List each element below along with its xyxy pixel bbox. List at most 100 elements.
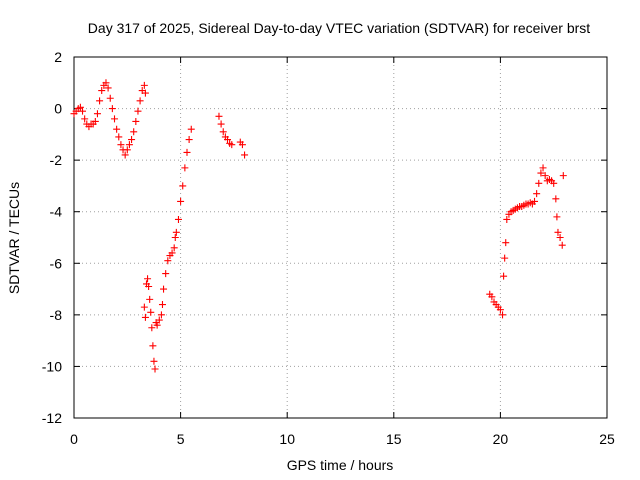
data-point [228,141,236,149]
data-point [134,107,142,115]
data-point [558,241,566,249]
y-tick-label: 0 [54,101,62,117]
y-tick-label: -10 [42,358,62,374]
data-point [503,215,511,223]
data-point [128,136,136,144]
data-point [553,213,561,221]
data-point [160,285,168,293]
data-point [140,81,148,89]
data-point [162,270,170,278]
data-point [171,234,179,241]
data-point [91,117,99,125]
data-point [559,172,567,180]
data-point [499,311,507,319]
data-point [537,169,545,177]
data-point [81,115,89,123]
data-point [148,324,156,332]
y-axis-label: SDTVAR / TECUs [6,182,22,294]
data-point [217,120,225,128]
data-point [533,190,541,198]
data-point [500,272,508,280]
data-point [153,321,161,329]
data-point [502,239,510,247]
data-point [488,293,496,301]
data-point [145,282,153,290]
data-point [79,107,87,115]
plot-frame [73,56,608,419]
data-point [541,172,549,180]
data-point [115,133,123,141]
data-point [224,136,232,144]
data-point [496,306,504,314]
data-point [550,179,558,187]
data-point [93,110,101,118]
data-point [149,342,157,350]
data-point [108,105,116,113]
data-point [141,313,149,321]
data-point [219,128,227,136]
x-tick-label: 15 [386,431,402,447]
data-point [531,197,539,205]
y-tick-label: -12 [42,410,62,426]
data-point [150,357,158,365]
data-point [177,197,185,205]
data-point [140,303,148,311]
data-point [238,141,246,149]
data-point [170,244,178,252]
data-point [136,97,144,105]
data-point [554,228,562,236]
data-point [111,115,119,123]
data-point [501,254,509,262]
data-point [552,195,560,203]
data-point [241,151,249,159]
y-tick-label: -6 [50,255,63,271]
data-point [183,148,191,156]
data-point [76,103,84,111]
data-point [106,94,114,102]
data-point [132,117,140,125]
data-point [96,97,104,105]
data-point [98,87,106,95]
data-point [185,136,193,144]
data-point [146,295,154,303]
data-point [556,234,564,241]
x-tick-label: 5 [177,431,185,447]
y-tick-label: 2 [54,49,62,65]
data-points [70,79,567,373]
y-tick-label: -2 [50,152,63,168]
chart-title: Day 317 of 2025, Sidereal Day-to-day VTE… [88,20,590,36]
grid [74,57,607,418]
data-point [539,164,547,172]
data-point [174,215,182,223]
data-point [155,316,163,324]
data-point [123,146,131,154]
data-point [181,164,189,172]
data-point [187,125,195,133]
data-point [535,179,543,187]
y-tick-label: -4 [50,204,63,220]
y-tick-label: -8 [50,307,63,323]
data-point [144,275,152,283]
data-point [164,257,172,265]
x-tick-label: 25 [599,431,615,447]
data-point [102,79,110,87]
data-point [172,228,180,236]
data-point [168,249,176,257]
data-point [147,308,155,316]
data-point [130,128,138,136]
data-point [158,301,166,309]
data-point [179,182,187,190]
data-point [141,89,149,97]
x-tick-label: 20 [493,431,509,447]
x-tick-label: 10 [279,431,295,447]
data-point [215,112,223,120]
x-axis-label: GPS time / hours [287,457,394,473]
data-point [104,84,112,92]
data-point [151,365,159,373]
x-tick-label: 0 [70,431,78,447]
data-point [121,151,129,159]
data-point [117,141,125,149]
data-point [125,141,133,149]
